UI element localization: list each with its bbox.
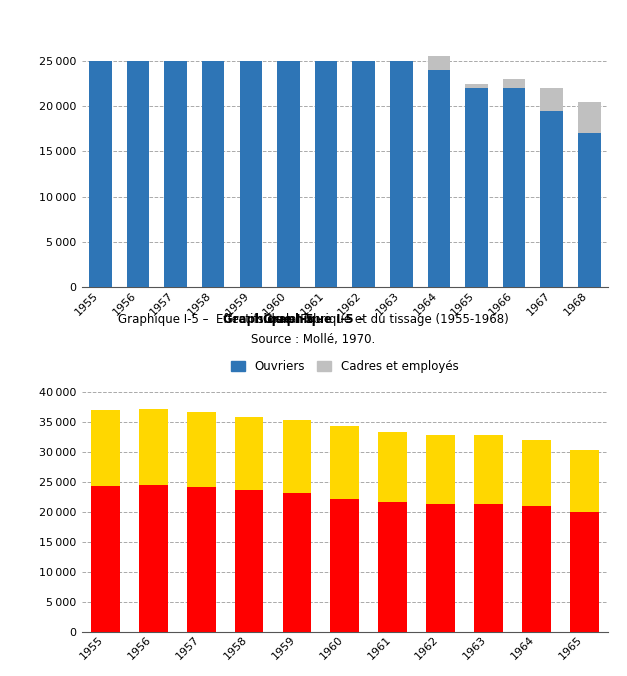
Bar [277, 61, 300, 287]
Bar [426, 504, 455, 632]
Bar [378, 432, 407, 502]
Bar [315, 61, 337, 287]
Text: Graphique I-5 –  Effectifs de la Fabrique et du tissage (1955-1968): Graphique I-5 – Effectifs de la Fabrique… [118, 312, 509, 326]
Bar [426, 435, 455, 504]
Bar [187, 412, 216, 487]
Bar [540, 88, 563, 111]
Bar [428, 70, 450, 287]
Bar [428, 56, 450, 70]
Bar [578, 101, 601, 133]
Bar [91, 410, 120, 485]
Bar [202, 61, 224, 287]
Bar [570, 450, 599, 512]
Text: Graphique I-5 –: Graphique I-5 – [223, 312, 323, 326]
Bar [127, 61, 149, 287]
Bar [474, 435, 503, 504]
Bar [465, 88, 488, 287]
Bar [187, 487, 216, 632]
Bar [283, 420, 312, 493]
Bar [578, 133, 601, 287]
Bar [522, 506, 551, 632]
Bar [330, 499, 359, 632]
Bar [91, 485, 120, 632]
Bar [139, 485, 167, 632]
Text: Source : Mollé, 1970.: Source : Mollé, 1970. [251, 333, 376, 346]
Text: Graphique I-5 –: Graphique I-5 – [263, 312, 364, 326]
Bar [330, 427, 359, 499]
Legend: Ouvriers, Cadres et employés: Ouvriers, Cadres et employés [226, 356, 463, 378]
Bar [164, 61, 187, 287]
Bar [378, 502, 407, 632]
Bar [474, 504, 503, 632]
Bar [89, 61, 112, 287]
Bar [540, 111, 563, 287]
Bar [352, 61, 375, 287]
Bar [570, 512, 599, 632]
Bar [390, 61, 413, 287]
Bar [139, 409, 167, 485]
Bar [465, 84, 488, 88]
Bar [283, 493, 312, 632]
Bar [503, 88, 525, 287]
Bar [503, 79, 525, 88]
Bar [240, 61, 262, 287]
Bar [234, 491, 263, 632]
Bar [234, 416, 263, 491]
Bar [522, 440, 551, 506]
